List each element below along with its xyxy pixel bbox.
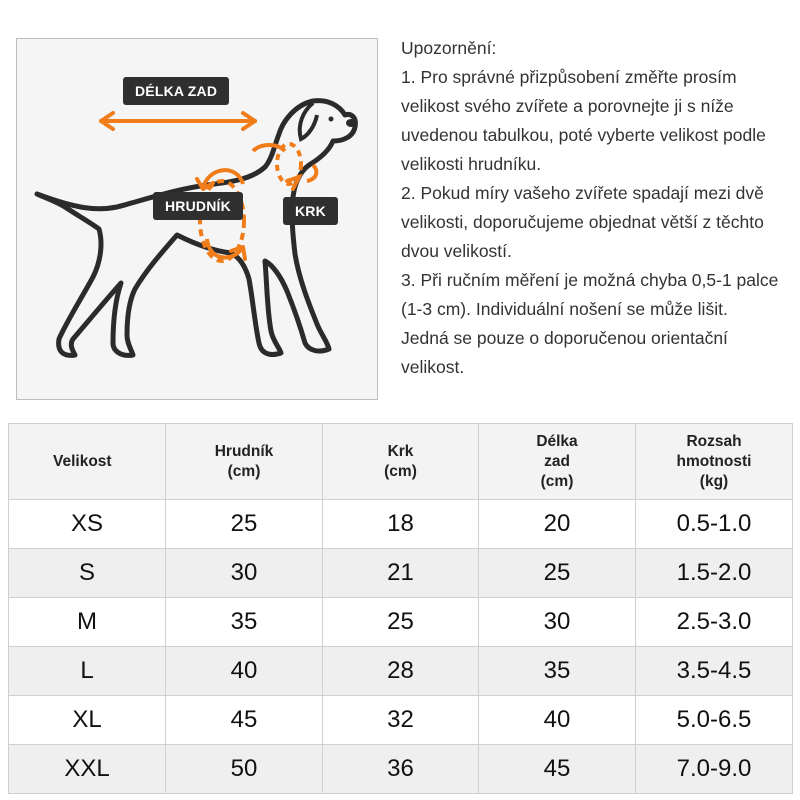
cell-neck: 21: [322, 548, 479, 598]
table-row: XL 45 32 40 5.0-6.5: [8, 695, 793, 745]
note-line-2: 2. Pokud míry vašeho zvířete spadají mez…: [401, 183, 764, 261]
note-line-3: 3. Při ručním měření je možná chyba 0,5-…: [401, 270, 779, 319]
cell-weight-range: 5.0-6.5: [635, 695, 793, 745]
cell-size: M: [8, 597, 166, 647]
neck-label: KRK: [283, 197, 338, 225]
cell-back-length: 40: [478, 695, 636, 745]
cell-size: XXL: [8, 744, 166, 794]
cell-chest: 25: [165, 499, 323, 549]
back-length-label: DÉLKA ZAD: [123, 77, 230, 105]
cell-weight-range: 7.0-9.0: [635, 744, 793, 794]
cell-size: XS: [8, 499, 166, 549]
cell-size: XL: [8, 695, 166, 745]
cell-back-length: 35: [478, 646, 636, 696]
cell-back-length: 20: [478, 499, 636, 549]
table-row: L 40 28 35 3.5-4.5: [8, 646, 793, 696]
header-weight-range: Rozsah hmotnosti (kg): [635, 423, 793, 500]
measurement-notes: Upozornění: 1. Pro správné přizpůsobení …: [401, 34, 793, 382]
cell-size: L: [8, 646, 166, 696]
cell-back-length: 25: [478, 548, 636, 598]
table-row: XS 25 18 20 0.5-1.0: [8, 499, 793, 549]
dog-measurement-diagram: DÉLKA ZAD HRUDNÍK KRK: [16, 38, 378, 400]
cell-weight-range: 0.5-1.0: [635, 499, 793, 549]
cell-chest: 50: [165, 744, 323, 794]
cell-back-length: 45: [478, 744, 636, 794]
cell-chest: 30: [165, 548, 323, 598]
cell-size: S: [8, 548, 166, 598]
cell-weight-range: 1.5-2.0: [635, 548, 793, 598]
table-header-row: Velikost Hrudník (cm) Krk (cm) Délka zad (cm…: [8, 423, 793, 500]
size-table: Velikost Hrudník (cm) Krk (cm) Délka zad (cm…: [8, 423, 793, 794]
cell-neck: 36: [322, 744, 479, 794]
note-line-4: Jedná se pouze o doporučenou orientační …: [401, 328, 728, 377]
header-weight-range-label: Rozsah hmotnosti (kg): [676, 432, 752, 490]
cell-chest: 40: [165, 646, 323, 696]
header-size: Velikost: [8, 423, 166, 500]
header-back-length: Délka zad (cm): [478, 423, 636, 500]
cell-neck: 28: [322, 646, 479, 696]
header-chest-label: Hrudník (cm): [214, 442, 274, 480]
cell-back-length: 30: [478, 597, 636, 647]
cell-neck: 25: [322, 597, 479, 647]
cell-neck: 18: [322, 499, 479, 549]
notes-heading: Upozornění:: [401, 38, 497, 58]
cell-chest: 45: [165, 695, 323, 745]
cell-chest: 35: [165, 597, 323, 647]
header-neck-label: Krk (cm): [384, 442, 417, 480]
header-chest: Hrudník (cm): [165, 423, 323, 500]
table-row: XXL 50 36 45 7.0-9.0: [8, 744, 793, 794]
cell-weight-range: 3.5-4.5: [635, 646, 793, 696]
table-row: S 30 21 25 1.5-2.0: [8, 548, 793, 598]
header-size-label: Velikost: [53, 452, 112, 470]
note-line-1: 1. Pro správné přizpůsobení změřte prosí…: [401, 67, 766, 174]
cell-neck: 32: [322, 695, 479, 745]
header-neck: Krk (cm): [322, 423, 479, 500]
dog-outline-icon: [34, 98, 358, 358]
table-row: M 35 25 30 2.5-3.0: [8, 597, 793, 647]
chest-label: HRUDNÍK: [153, 192, 243, 220]
header-back-length-label: Délka zad (cm): [536, 432, 578, 490]
cell-weight-range: 2.5-3.0: [635, 597, 793, 647]
